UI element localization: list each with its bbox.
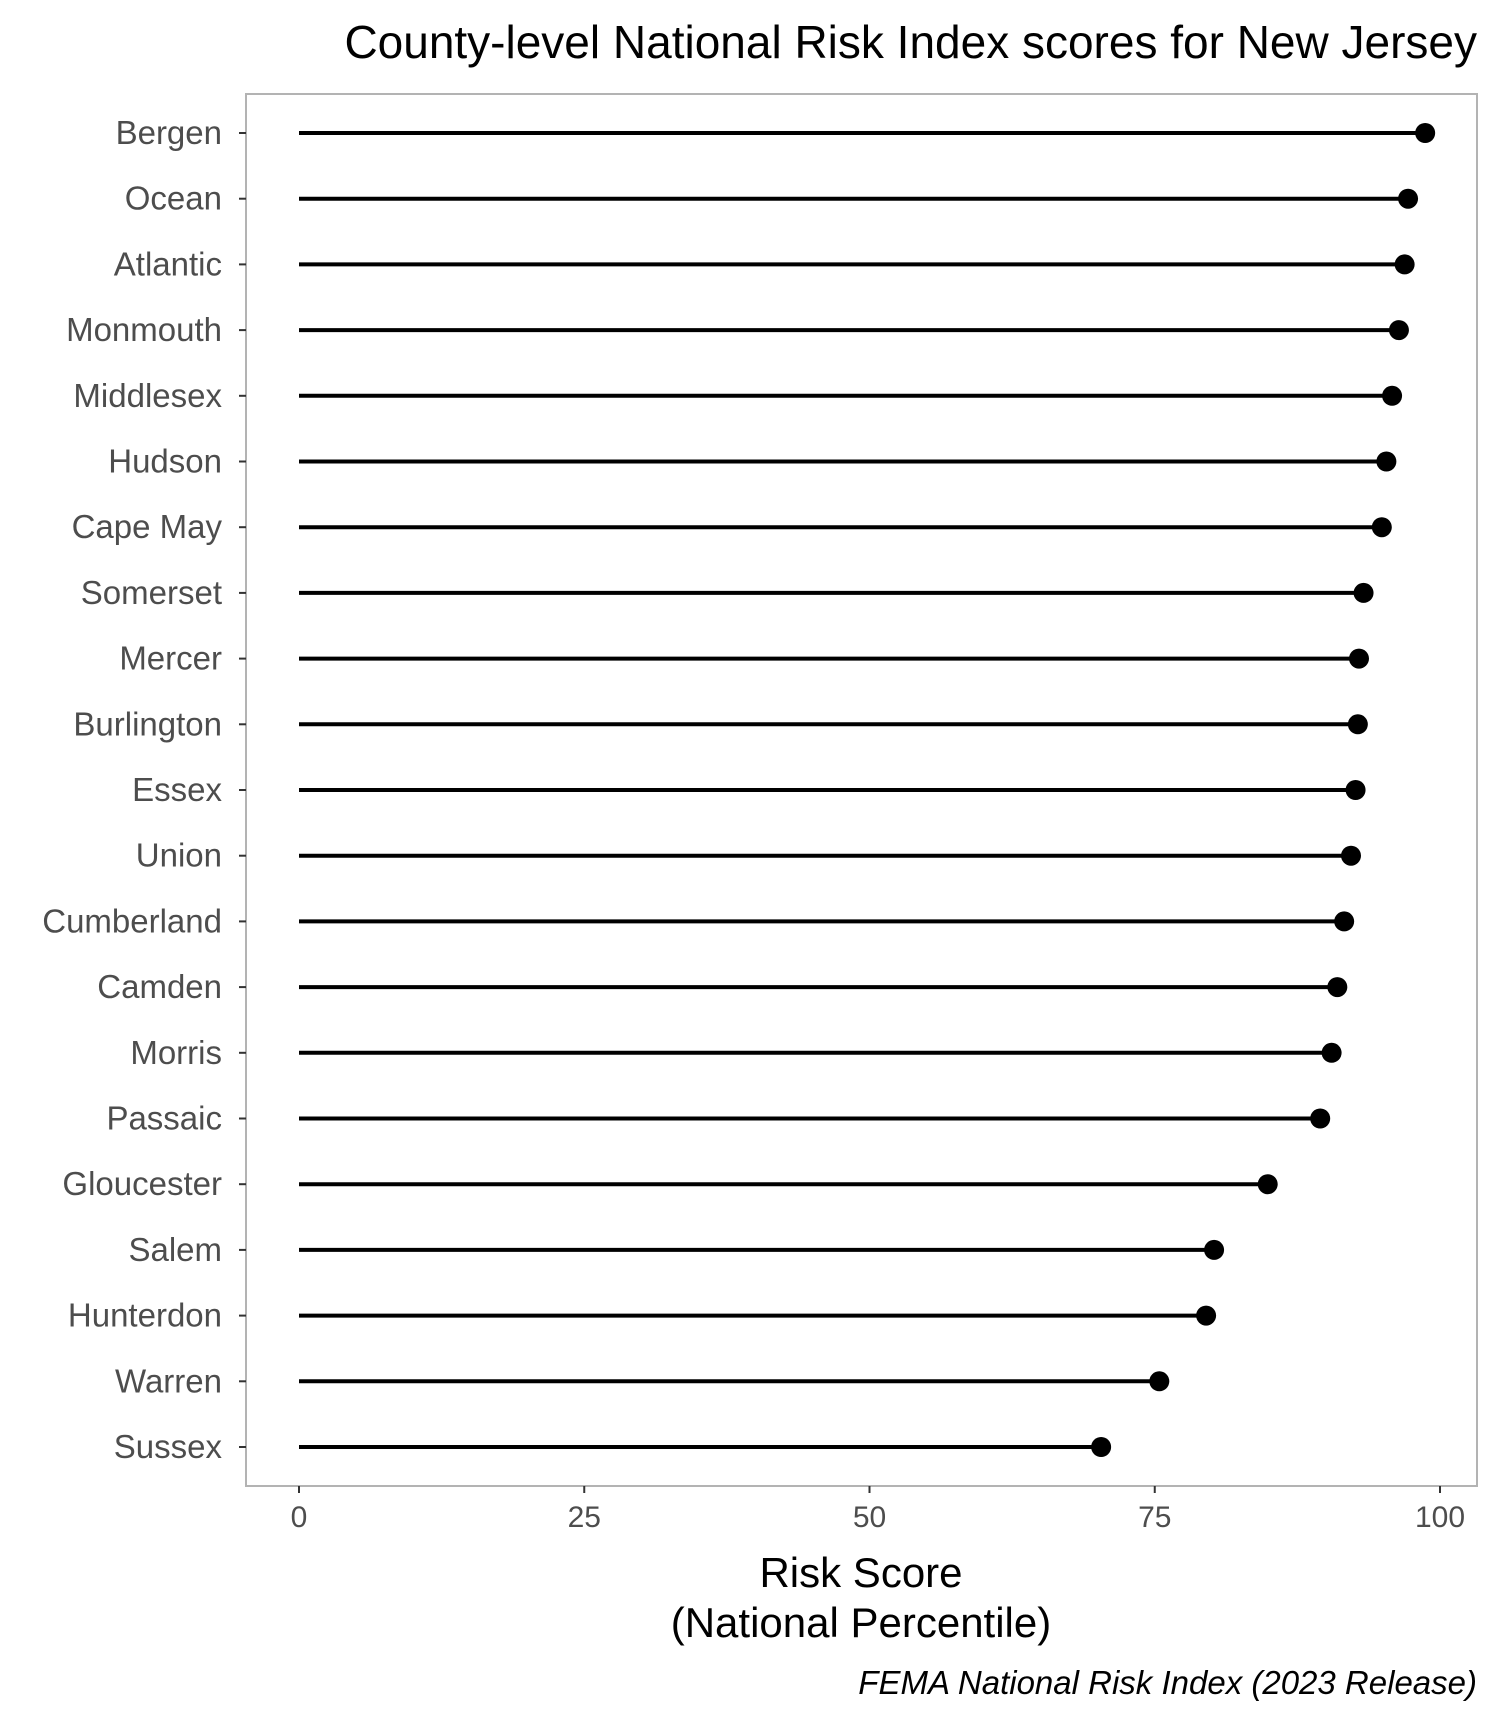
point-somerset [1353,582,1374,603]
point-cape-may [1371,517,1392,538]
point-mercer [1348,648,1369,669]
y-label-middlesex: Middlesex [73,377,222,414]
y-label-hunterdon: Hunterdon [68,1297,222,1334]
y-label-cumberland: Cumberland [42,902,222,939]
y-label-essex: Essex [132,771,222,808]
point-essex [1345,780,1366,800]
point-hudson [1376,451,1397,472]
point-sussex [1091,1437,1112,1457]
y-label-passaic: Passaic [106,1100,222,1137]
point-cumberland [1334,911,1355,932]
y-label-morris: Morris [130,1034,222,1071]
point-hunterdon [1196,1305,1217,1326]
y-label-camden: Camden [97,968,222,1005]
x-tick-label-75: 75 [1138,1501,1171,1534]
y-label-burlington: Burlington [73,705,222,742]
point-camden [1327,977,1348,998]
y-label-mercer: Mercer [119,640,222,677]
y-label-union: Union [136,837,222,874]
y-axis: Bergen Ocean Atlantic Monmouth Middlesex Huds… [42,114,246,1465]
point-burlington [1347,714,1368,735]
stems-group [299,131,1426,1449]
x-axis-title-line-2: (National Percentile) [671,1599,1052,1646]
x-axis: 0 25 50 75 100 [291,1486,1465,1534]
y-label-bergen: Bergen [116,114,222,151]
chart-caption: FEMA National Risk Index (2023 Release) [858,1664,1477,1701]
y-label-monmouth: Monmouth [66,311,222,348]
point-middlesex [1382,385,1403,406]
point-passaic [1310,1108,1331,1129]
point-gloucester [1257,1174,1278,1195]
point-bergen [1415,123,1436,143]
point-ocean [1398,188,1419,209]
x-axis-title-line-1: Risk Score [759,1549,962,1596]
points-group [1091,123,1436,1457]
x-tick-label-100: 100 [1415,1501,1465,1534]
y-label-somerset: Somerset [81,574,222,611]
point-morris [1321,1042,1342,1063]
chart-title: County-level National Risk Index scores … [344,16,1477,68]
y-label-atlantic: Atlantic [114,245,222,282]
y-label-hudson: Hudson [108,443,222,480]
x-tick-label-0: 0 [291,1501,308,1534]
point-monmouth [1388,320,1409,341]
point-salem [1204,1239,1225,1260]
y-label-salem: Salem [128,1231,222,1268]
point-union [1341,845,1362,866]
y-label-warren: Warren [115,1362,222,1399]
x-tick-label-25: 25 [568,1501,601,1534]
x-tick-label-50: 50 [853,1501,886,1534]
y-label-ocean: Ocean [125,180,222,217]
y-label-cape-may: Cape May [72,508,223,545]
point-warren [1149,1371,1170,1392]
y-label-gloucester: Gloucester [62,1165,222,1202]
y-label-sussex: Sussex [114,1428,223,1465]
point-atlantic [1394,254,1415,275]
